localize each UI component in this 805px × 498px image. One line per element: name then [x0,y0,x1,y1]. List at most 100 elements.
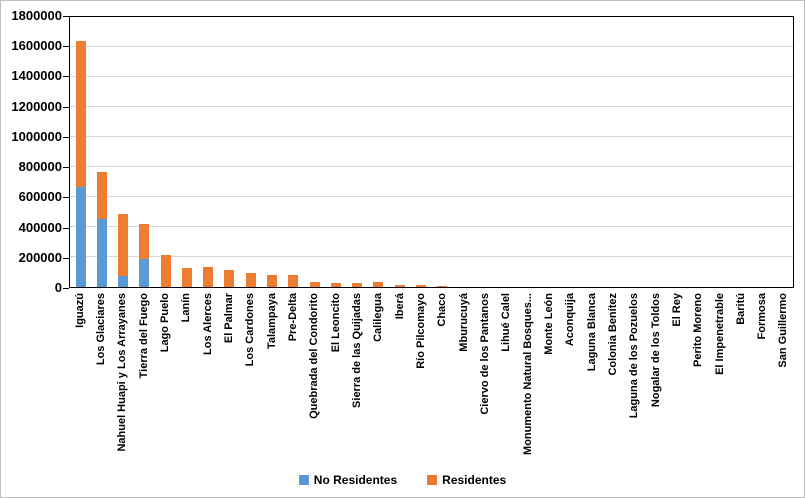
x-axis-category-slot: Pre-Delta [282,293,303,468]
x-axis-category-label: Ciervo de los Pantanos [478,293,491,415]
x-axis-category-slot: Los Glaciares [90,293,111,468]
x-axis-category-slot: Iguazú [69,293,90,468]
x-axis-category-label: Calilegua [372,293,385,342]
bar-segment-residentes[interactable] [203,267,214,287]
x-axis-category-slot: Laguna de los Pozuelos [624,293,645,468]
x-axis-category-slot: Lanín [176,293,197,468]
x-axis-category-label: El Impenetrable [713,293,726,375]
gridline [70,136,793,137]
y-axis-tick-label: 200000 [18,249,62,265]
x-axis-category-label: Perito Moreno [692,293,705,367]
y-axis-tick [63,16,69,17]
x-axis-category-label: Monte León [542,293,555,355]
x-axis-category-slot: Río Pilcomayo [410,293,431,468]
x-axis-category-label: El Rey [670,293,683,327]
x-axis-category-label: Mburucuyá [457,293,470,352]
bar-segment-no-residentes[interactable] [118,275,129,287]
x-axis-category-label: Los Glaciares [94,293,107,366]
x-axis-category-label: Monumento Natural Bosques... [521,293,534,455]
x-axis-category-label: Iguazú [73,293,86,328]
x-axis-category-label: Chaco [436,293,449,327]
bar-segment-residentes[interactable] [309,282,320,287]
gridline [70,226,793,227]
bar-segment-residentes[interactable] [181,267,192,287]
bar-segment-residentes[interactable] [75,41,86,187]
bar-segment-residentes[interactable] [139,224,150,259]
x-axis-category-label: Iberá [393,293,406,320]
y-axis-tick-label: 600000 [18,189,62,205]
x-axis-category-slot: El Leoncito [325,293,346,468]
bar-segment-no-residentes[interactable] [75,186,86,287]
y-axis: 0 200000 400000 600000 800000 1000000 1200000 1… [1,1,69,301]
bar-segment-no-residentes[interactable] [139,258,150,287]
x-axis-category-label: Los Alerces [201,293,214,355]
x-axis-category-label: Los Cardones [244,293,257,367]
legend-label-no-residentes: No Residentes [313,473,398,487]
y-axis-tick [63,167,69,169]
x-axis-category-label: Nahuel Huapi y Los Arrayanes [116,293,129,452]
x-axis-category-label: Sierra de las Quijadas [350,293,363,408]
bar-segment-residentes[interactable] [352,282,363,287]
x-axis-category-slot: Talampaya [261,293,282,468]
bar-segment-residentes[interactable] [330,282,341,287]
legend-item-residentes[interactable]: Residentes [427,473,506,487]
gridline [70,166,793,167]
x-axis-category-slot: Lihué Calel [496,293,517,468]
y-axis-tick-label: 800000 [18,159,62,175]
x-axis-category-slot: Baritú [730,293,751,468]
gridline [70,196,793,197]
legend-item-no-residentes[interactable]: No Residentes [298,473,398,487]
x-axis-category-label: Nogalar de los Toldos [649,293,662,408]
x-axis-category-slot: El Impenetrable [709,293,730,468]
x-axis-category-slot: Formosa [752,293,773,468]
bar-segment-residentes[interactable] [415,284,426,287]
x-axis-category-slot: Monte León [538,293,559,468]
x-axis-category-slot: Nahuel Huapi y Los Arrayanes [112,293,133,468]
x-axis-category-slot: Mburucuyá [453,293,474,468]
x-axis-category-label: Talampaya [265,293,278,350]
y-axis-tick [63,106,69,108]
bar-segment-residentes[interactable] [437,285,448,287]
x-axis-category-label: Quebrada del Condorito [308,293,321,419]
x-axis-category-slot: El Palmar [218,293,239,468]
y-axis-tick-label: 1200000 [11,98,62,114]
y-axis-tick [63,46,69,48]
x-axis-category-slot: Lago Puelo [154,293,175,468]
y-axis-tick-label: 400000 [18,219,62,235]
x-axis-category-slot: Nogalar de los Toldos [645,293,666,468]
bar-segment-no-residentes[interactable] [96,218,107,287]
x-axis-category-label: Lanín [180,293,193,323]
chart-legend: No Residentes Residentes [1,470,804,490]
x-axis-category-label: Laguna de los Pozuelos [628,293,641,419]
x-axis-category-slot: Colonia Benítez [602,293,623,468]
gridline [70,76,793,77]
bar-segment-residentes[interactable] [224,270,235,287]
x-axis-category-label: Laguna Blanca [585,293,598,372]
x-axis-category-slot: Los Alerces [197,293,218,468]
bar-segment-residentes[interactable] [267,275,277,287]
x-axis: Iguazú Los Glaciares Nahuel Huapi y Los Ar… [69,293,794,468]
x-axis-category-label: San Guillermo [777,293,790,368]
bar-segment-residentes[interactable] [373,282,384,287]
y-axis-tick [63,257,69,259]
x-axis-category-label: Formosa [756,293,769,340]
y-axis-tick [63,197,69,199]
bar-segment-residentes[interactable] [118,213,129,276]
bar-segment-residentes[interactable] [288,275,299,287]
bar-segment-residentes[interactable] [245,272,256,287]
y-axis-tick [63,136,69,138]
x-axis-category-slot: Laguna Blanca [581,293,602,468]
gridline [70,46,793,47]
x-axis-category-label: Tierra del Fuego [137,293,150,379]
bar-segment-residentes[interactable] [96,171,107,219]
x-axis-category-slot: San Guillermo [773,293,794,468]
x-axis-category-slot: Quebrada del Condorito [304,293,325,468]
legend-label-residentes: Residentes [442,473,507,487]
bar-segment-residentes[interactable] [160,255,171,287]
y-axis-tick [63,76,69,78]
x-axis-category-slot: Monumento Natural Bosques... [517,293,538,468]
x-axis-category-slot: Iberá [389,293,410,468]
x-axis-category-label: Río Pilcomayo [414,293,427,369]
bar-segment-residentes[interactable] [394,284,405,287]
